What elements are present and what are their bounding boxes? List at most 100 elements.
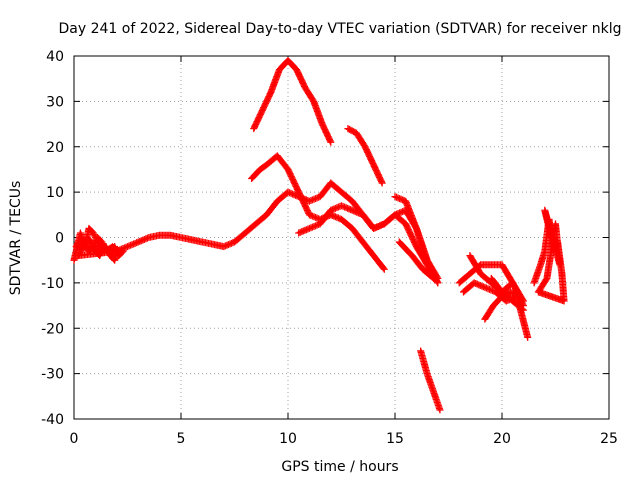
y-tick-label: 20 — [46, 140, 64, 156]
track-marker — [427, 272, 435, 280]
track-marker — [250, 222, 258, 230]
track-marker — [106, 244, 114, 252]
track-marker — [290, 63, 298, 71]
track-marker — [91, 238, 99, 246]
track-marker — [541, 277, 549, 285]
track-marker — [496, 285, 504, 293]
grid-lines — [74, 56, 609, 419]
track-marker — [99, 240, 107, 248]
x-axis-label: GPS time / hours — [281, 459, 398, 475]
series-1 — [70, 224, 127, 264]
track-marker — [107, 243, 115, 251]
track-marker — [368, 249, 376, 257]
track-marker — [271, 200, 279, 208]
y-tick-label: 10 — [46, 185, 64, 201]
track-marker — [91, 240, 99, 248]
series-8 — [395, 238, 438, 282]
track-marker — [346, 195, 354, 203]
track-marker — [378, 263, 386, 271]
track-marker — [479, 283, 487, 291]
axis-ticks: 0 5 10 15 20 25 -40 -30 -20 -10 0 10 20 30 40 — [41, 49, 618, 447]
track-marker — [378, 178, 386, 186]
track-marker — [429, 386, 437, 394]
track-marker — [506, 295, 514, 303]
track-marker — [399, 218, 407, 226]
series-2 — [113, 179, 442, 287]
track-marker — [90, 241, 98, 249]
track-marker — [346, 222, 354, 230]
track-marker — [368, 158, 376, 166]
track-marker — [423, 368, 431, 376]
track-marker — [518, 305, 526, 313]
track-marker — [282, 163, 290, 171]
track-marker — [293, 185, 301, 193]
track-marker — [517, 304, 525, 312]
track-marker — [417, 263, 425, 271]
track-marker — [87, 227, 95, 235]
y-tick-label: 0 — [55, 231, 64, 247]
track-marker — [308, 95, 316, 103]
track-marker — [282, 190, 290, 198]
track-marker — [100, 243, 108, 251]
track-marker — [335, 186, 343, 194]
track-marker — [347, 206, 355, 214]
chart-title: Day 241 of 2022, Sidereal Day-to-day VTE… — [59, 21, 622, 37]
track-marker — [75, 250, 83, 258]
track-marker — [406, 249, 414, 257]
track-marker — [260, 213, 268, 221]
track-marker — [428, 273, 436, 281]
track-marker — [389, 213, 397, 221]
y-tick-label: -40 — [41, 412, 64, 428]
track-marker — [326, 137, 334, 145]
track-marker — [496, 295, 504, 303]
series-15 — [530, 206, 568, 305]
track-marker — [304, 225, 312, 233]
track-marker — [74, 240, 82, 248]
track-marker — [73, 241, 81, 249]
y-axis-label: SDTVAR / TECUs — [8, 181, 24, 296]
track-marker — [523, 332, 531, 340]
track-marker — [359, 140, 367, 148]
track-marker — [519, 296, 527, 304]
y-tick-label: -10 — [41, 276, 64, 292]
track-marker — [325, 135, 333, 143]
x-tick-label: 0 — [70, 431, 79, 447]
track-marker — [350, 128, 358, 136]
series-13 — [466, 252, 527, 305]
track-marker — [464, 272, 472, 280]
track-marker — [79, 236, 87, 244]
track-marker — [133, 239, 141, 247]
track-marker — [99, 241, 107, 249]
track-marker — [379, 264, 387, 272]
track-marker — [96, 236, 104, 244]
track-marker — [435, 404, 443, 412]
track-marker — [85, 236, 93, 244]
data-series — [70, 57, 568, 414]
track-marker — [411, 240, 419, 248]
x-tick-label: 10 — [279, 431, 297, 447]
x-tick-label: 5 — [177, 431, 186, 447]
track-marker — [257, 109, 265, 117]
track-marker — [300, 81, 308, 89]
x-tick-label: 15 — [386, 431, 404, 447]
x-tick-label: 25 — [600, 431, 618, 447]
series-9 — [417, 347, 444, 414]
track-marker — [90, 230, 98, 238]
track-marker — [518, 294, 526, 302]
track-marker — [475, 267, 483, 275]
y-tick-label: 30 — [46, 94, 64, 110]
track-marker — [83, 243, 91, 251]
series-6 — [344, 125, 386, 187]
series-5 — [250, 57, 335, 146]
track-marker — [357, 236, 365, 244]
series-3 — [248, 152, 388, 273]
y-tick-label: 40 — [46, 49, 64, 65]
track-marker — [468, 281, 476, 289]
track-marker — [536, 262, 544, 270]
track-marker — [540, 249, 548, 257]
track-marker — [254, 168, 262, 176]
track-marker — [266, 91, 274, 99]
track-marker — [377, 176, 385, 184]
track-marker — [87, 245, 95, 253]
